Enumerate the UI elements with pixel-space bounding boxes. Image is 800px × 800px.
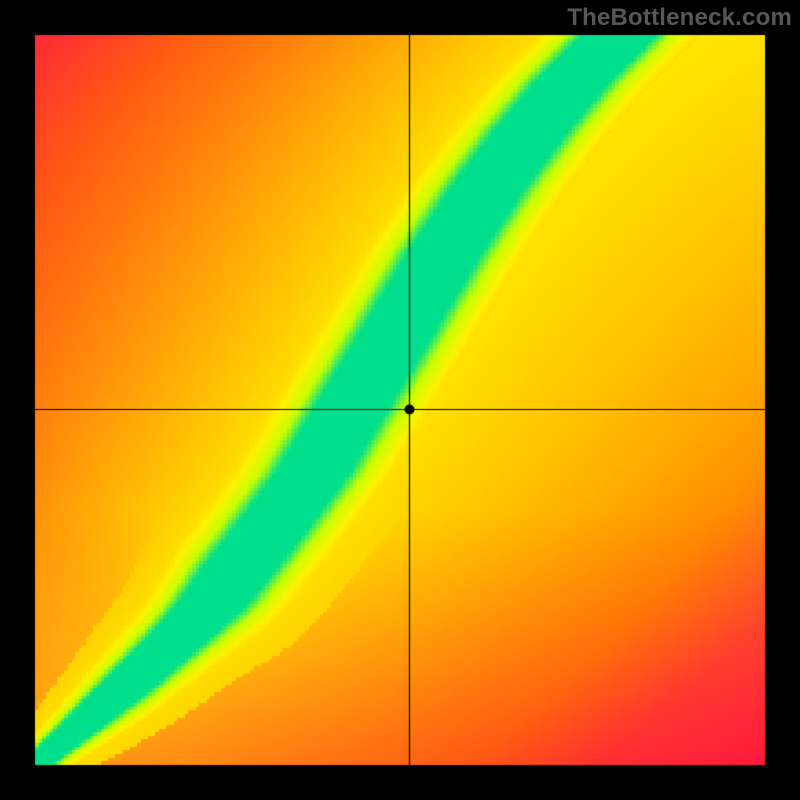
bottleneck-heatmap <box>0 0 800 800</box>
chart-container: TheBottleneck.com <box>0 0 800 800</box>
watermark-text: TheBottleneck.com <box>567 4 792 32</box>
